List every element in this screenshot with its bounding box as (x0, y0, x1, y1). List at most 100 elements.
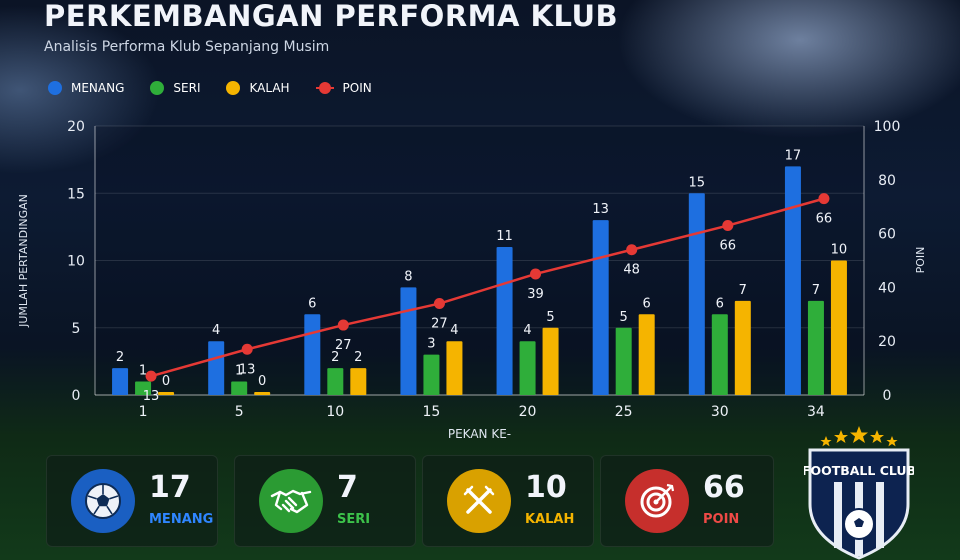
legend-item-menang: MENANG (48, 81, 124, 95)
x-tick-label: 5 (235, 404, 244, 420)
chart-legend: MENANG SERI KALAH POIN (48, 81, 372, 95)
x-tick-label: 20 (519, 404, 537, 420)
legend-item-poin: POIN (315, 81, 372, 95)
x-tick-label: 30 (711, 404, 729, 420)
bar-value-label: 0 (162, 374, 170, 389)
card-value-poin: 66 (703, 470, 745, 505)
card-label-poin: POIN (703, 512, 740, 527)
y-tick-label: 5 (72, 321, 81, 337)
badge-text: FOOTBALL CLUB (804, 463, 914, 478)
bar-value-label: 7 (739, 283, 747, 298)
bar-menang (688, 193, 705, 395)
legend-label-kalah: KALAH (249, 81, 290, 95)
card-label-menang: MENANG (149, 512, 214, 527)
bar-kalah (254, 392, 271, 395)
bar-value-label: 3 (427, 337, 435, 352)
bar-menang (400, 287, 417, 395)
legend-swatch-kalah (226, 81, 241, 95)
line-point (818, 193, 830, 205)
legend-item-seri: SERI (150, 81, 200, 95)
x-tick-label: 15 (423, 404, 441, 420)
card-value-menang: 17 (149, 470, 191, 505)
club-crest-icon: FOOTBALL CLUB (804, 426, 914, 560)
card-kalah: 10 KALAH (422, 455, 594, 547)
bar-value-label: 7 (812, 283, 820, 298)
y-tick-label: 10 (67, 254, 85, 270)
bar-value-label: 2 (354, 350, 362, 365)
bar-menang (496, 247, 513, 395)
y2-tick-label: 40 (878, 280, 896, 296)
bar-value-label: 15 (689, 175, 706, 190)
bar-kalah (830, 260, 847, 395)
series-line-poin (150, 197, 825, 378)
bar-value-label: 2 (331, 350, 339, 365)
bar-value-label: 6 (716, 296, 724, 311)
bar-value-label: 4 (450, 323, 458, 338)
card-value-seri: 7 (337, 470, 358, 505)
cross-swords-icon (447, 469, 511, 533)
bar-value-label: 13 (592, 202, 609, 217)
y2-tick-label: 80 (878, 173, 896, 189)
x-tick-label: 10 (326, 404, 344, 420)
x-tick-label: 1 (139, 404, 148, 420)
card-menang: 17 MENANG (46, 455, 218, 547)
line-value-label: 27 (335, 338, 352, 353)
line-point (337, 319, 349, 331)
y2-axis-title: POIN (914, 247, 927, 274)
line-value-label: 13 (239, 362, 256, 377)
legend-item-kalah: KALAH (226, 81, 290, 95)
bar-menang (112, 368, 129, 395)
bar-kalah (638, 314, 655, 395)
bar-menang (592, 220, 609, 395)
bar-kalah (446, 341, 463, 395)
bar-seri (519, 341, 536, 395)
line-value-label: 66 (720, 239, 737, 254)
line-point (530, 268, 542, 280)
y2-tick-label: 60 (878, 227, 896, 243)
x-axis-title: PEKAN KE- (448, 427, 511, 441)
chart-subtitle: Analisis Performa Klub Sepanjang Musim (44, 39, 330, 55)
bar-seri (711, 314, 728, 395)
y-tick-label: 15 (67, 186, 85, 202)
bar-seri (231, 381, 248, 395)
bar-value-label: 6 (643, 296, 651, 311)
y2-tick-label: 100 (874, 119, 901, 135)
legend-label-menang: MENANG (71, 81, 125, 95)
bar-value-label: 6 (308, 296, 316, 311)
bar-seri (327, 368, 344, 395)
bar-value-label: 2 (116, 350, 124, 365)
bar-value-label: 1 (235, 364, 243, 379)
line-value-label: 48 (623, 263, 640, 278)
bar-seri (807, 300, 824, 395)
bar-value-label: 8 (404, 269, 412, 284)
y-tick-label: 0 (72, 388, 81, 404)
bar-value-label: 0 (258, 374, 266, 389)
line-point (626, 244, 638, 256)
y2-tick-label: 0 (883, 388, 892, 404)
bar-menang (208, 341, 225, 395)
bar-seri (135, 381, 152, 395)
line-value-label: 13 (143, 389, 160, 404)
bar-seri (423, 354, 440, 395)
bar-value-label: 5 (620, 310, 628, 325)
line-point (145, 370, 157, 382)
legend-swatch-menang (48, 81, 62, 95)
y-tick-label: 20 (67, 119, 85, 135)
x-tick-label: 34 (807, 404, 825, 420)
card-value-kalah: 10 (525, 470, 567, 505)
legend-label-seri: SERI (173, 81, 201, 95)
card-label-seri: SERI (337, 512, 371, 527)
line-point (433, 298, 445, 310)
line-value-label: 39 (527, 287, 544, 302)
line-value-label: 27 (431, 317, 448, 332)
line-point (722, 220, 734, 232)
y2-tick-label: 20 (878, 334, 896, 350)
bar-value-label: 11 (496, 229, 513, 244)
handshake-icon (259, 469, 323, 533)
legend-swatch-poin (315, 81, 334, 95)
bar-value-label: 4 (523, 323, 531, 338)
line-value-label: 66 (816, 212, 833, 227)
bar-menang (784, 166, 801, 395)
card-label-kalah: KALAH (525, 512, 575, 527)
